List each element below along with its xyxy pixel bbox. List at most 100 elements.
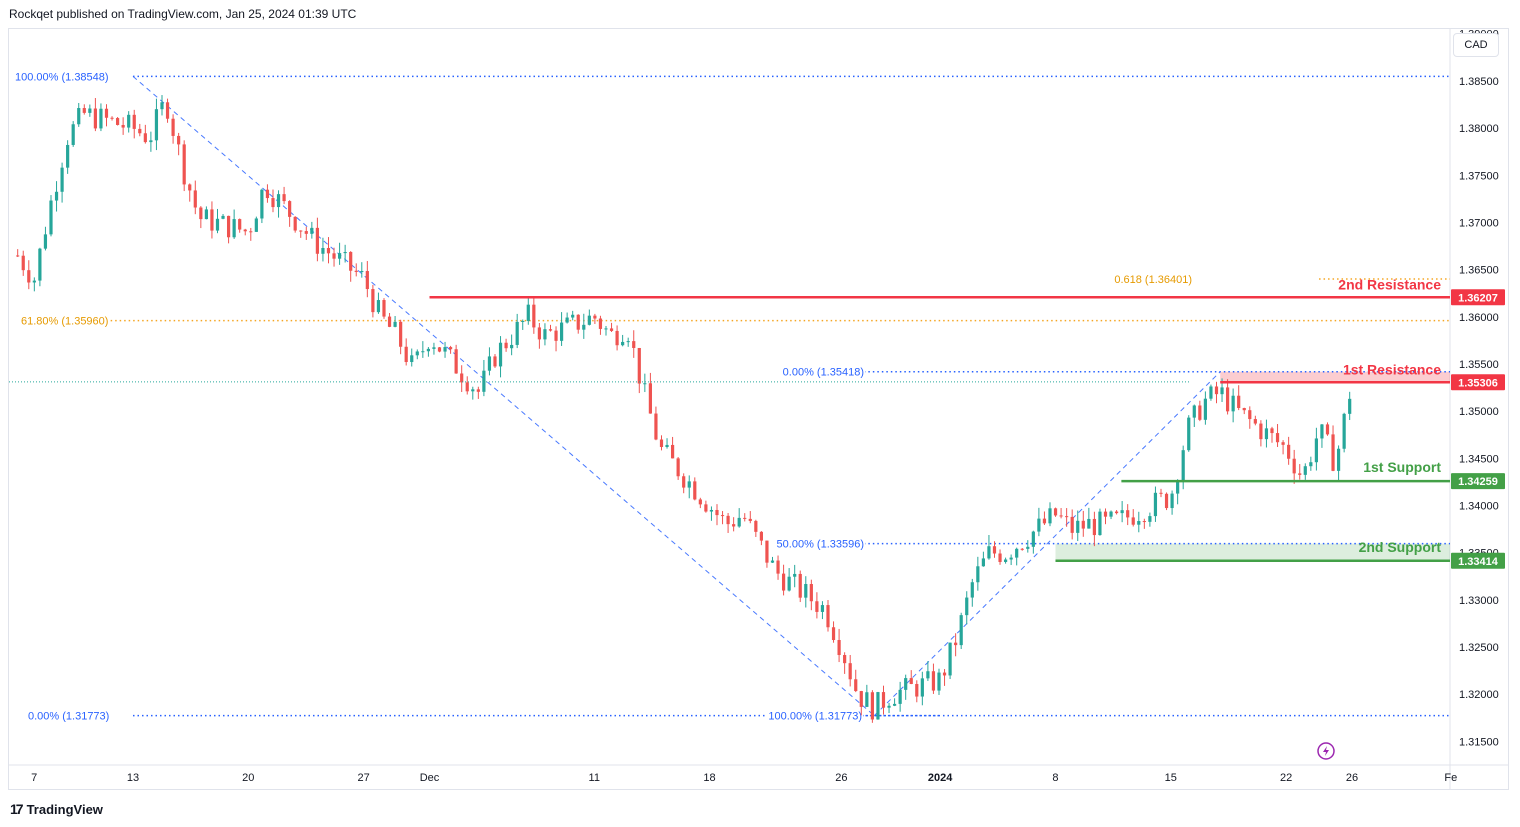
fib-label-bg — [767, 710, 863, 723]
candle-body — [421, 351, 425, 353]
x-tick-label: 15 — [1165, 772, 1177, 784]
candle-body — [1065, 516, 1069, 518]
candle-body — [21, 255, 25, 271]
fib-label: 100.00% (1.31773) — [768, 711, 862, 723]
candle-body — [593, 315, 597, 319]
candle-body — [288, 201, 292, 217]
fib-label: 0.618 (1.36401) — [1114, 274, 1192, 286]
candle-body — [1253, 419, 1257, 424]
candle-body — [66, 144, 70, 168]
candle-body — [99, 108, 103, 129]
candle-body — [437, 347, 442, 352]
candle-body — [770, 560, 775, 563]
candle-body — [587, 315, 591, 325]
candle-body — [915, 683, 919, 697]
candle-body — [881, 692, 886, 708]
candle-body — [693, 481, 697, 500]
candle-body — [937, 672, 941, 691]
candle-body — [215, 218, 220, 231]
candle-body — [1059, 515, 1063, 517]
candle-body — [1203, 398, 1207, 420]
candle-body — [1020, 548, 1024, 550]
candle-body — [1348, 398, 1352, 414]
candle-body — [1092, 518, 1096, 536]
candle-body — [332, 253, 336, 259]
candle-body — [887, 705, 891, 708]
x-axis: 7 13 20 27 Dec 11 18 26 2024 8 15 22 26 Fe — [31, 772, 1457, 784]
candle-body — [1098, 511, 1102, 536]
candle-body — [826, 605, 830, 628]
candle-body — [704, 504, 708, 512]
candle-body — [1131, 517, 1135, 525]
candle-body — [504, 342, 508, 349]
trend-lines — [132, 75, 1221, 717]
axis-lines — [9, 29, 1508, 789]
x-tick-label: 26 — [835, 772, 847, 784]
candles — [16, 95, 1352, 723]
y-tick-label: 1.32500 — [1459, 642, 1499, 654]
support-resistance-levels: 2nd Resistance 1.36207 1st Resistance 1.353… — [429, 276, 1505, 569]
candle-body — [1181, 450, 1185, 482]
candle-body — [171, 118, 175, 136]
candle-body — [904, 678, 908, 690]
candle-body — [249, 231, 253, 233]
candle-body — [393, 321, 397, 327]
candle-body — [732, 524, 736, 527]
candle-body — [981, 558, 985, 567]
price-tag-label: 1.35306 — [1458, 377, 1498, 389]
candle-body — [1342, 413, 1346, 449]
candle-body — [1009, 557, 1013, 560]
candle-body — [665, 444, 669, 448]
candle-body — [315, 227, 319, 254]
candle-body — [854, 679, 858, 692]
candle-body — [510, 344, 514, 349]
candle-body — [1103, 511, 1108, 517]
candle-body — [1153, 492, 1158, 517]
candle-body — [265, 189, 270, 199]
candle-body — [154, 109, 159, 141]
candle-body — [32, 280, 36, 283]
candle-body — [1231, 395, 1235, 412]
fib-label-bg — [27, 710, 111, 723]
currency-button[interactable]: CAD — [1453, 33, 1499, 57]
candle-body — [210, 209, 214, 231]
candle-body — [1336, 448, 1341, 471]
candle-body — [382, 300, 386, 317]
candle-body — [554, 330, 558, 341]
candle-body — [1331, 434, 1335, 471]
price-tag-bg — [1451, 552, 1505, 569]
candle-body — [1209, 386, 1213, 399]
candle-body — [121, 124, 125, 128]
candle-body — [920, 678, 924, 697]
x-tick-label: Fe — [1444, 772, 1457, 784]
x-tick-label: 20 — [242, 772, 254, 784]
candle-body — [1237, 395, 1241, 409]
level-annotation: 1st Resistance — [1343, 361, 1441, 377]
candle-body — [1087, 518, 1091, 529]
candle-body — [831, 627, 836, 641]
fib-trend-line — [873, 371, 1221, 717]
candle-body — [93, 108, 97, 129]
candle-body — [49, 200, 53, 235]
publisher-header: Rockqet published on TradingView.com, Ja… — [9, 7, 357, 21]
candle-body — [293, 216, 297, 231]
x-tick-label: 18 — [703, 772, 715, 784]
candle-body — [765, 540, 769, 563]
candle-body — [987, 546, 991, 559]
candle-body — [104, 108, 109, 118]
candle-body — [1248, 410, 1252, 420]
candle-body — [1275, 433, 1280, 443]
candle-body — [582, 324, 586, 330]
candle-body — [193, 190, 197, 208]
candle-body — [487, 356, 492, 371]
price-tag-bg — [1451, 374, 1505, 391]
candle-body — [898, 689, 902, 704]
candle-body — [1176, 481, 1180, 494]
chart-frame — [8, 28, 1509, 790]
candle-body — [787, 576, 791, 591]
fib-label-bg — [14, 71, 110, 84]
candle-body — [1048, 508, 1052, 524]
tradingview-footer[interactable]: 17 TradingView — [10, 801, 103, 817]
x-tick-label: 2024 — [928, 772, 953, 784]
